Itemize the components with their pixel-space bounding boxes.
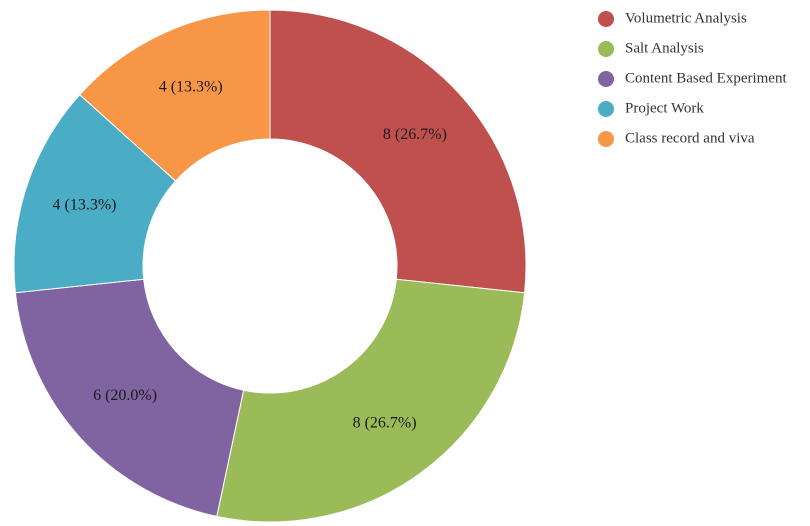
slice-label-1: 8 (26.7%) — [383, 126, 447, 143]
slice-label-2: 8 (26.7%) — [353, 414, 417, 431]
slice-5[interactable] — [79, 9, 271, 182]
legend-item-5[interactable]: Class record and viva — [598, 130, 755, 147]
legend-label-3: Content Based Experiment — [625, 70, 787, 86]
slices-layer — [13, 9, 527, 523]
slice-3[interactable] — [14, 278, 245, 517]
slice-1[interactable] — [269, 9, 527, 294]
legend-swatch-5 — [598, 131, 614, 147]
legend-swatch-2 — [598, 41, 614, 57]
slice-label-4: 4 (13.3%) — [53, 196, 117, 213]
slice-label-5: 4 (13.3%) — [159, 79, 223, 96]
legend-label-5: Class record and viva — [625, 130, 755, 146]
legend: Volumetric Analysis Salt Analysis Content … — [598, 10, 787, 147]
legend-item-3[interactable]: Content Based Experiment — [598, 70, 787, 87]
labels-layer: 8 (26.7%) 8 (26.7%) 6 (20.0%) 4 (13.3%) 4 (1… — [53, 79, 447, 432]
legend-label-2: Salt Analysis — [625, 40, 704, 56]
legend-swatch-3 — [598, 71, 614, 87]
legend-label-4: Project Work — [625, 100, 704, 116]
legend-item-2[interactable]: Salt Analysis — [598, 40, 704, 57]
slice-2[interactable] — [216, 278, 526, 523]
slice-4[interactable] — [13, 93, 177, 294]
slice-label-3: 6 (20.0%) — [93, 387, 157, 404]
legend-swatch-4 — [598, 101, 614, 117]
legend-label-1: Volumetric Analysis — [625, 10, 747, 26]
legend-item-1[interactable]: Volumetric Analysis — [598, 10, 747, 27]
legend-swatch-1 — [598, 11, 614, 27]
legend-item-4[interactable]: Project Work — [598, 100, 704, 117]
